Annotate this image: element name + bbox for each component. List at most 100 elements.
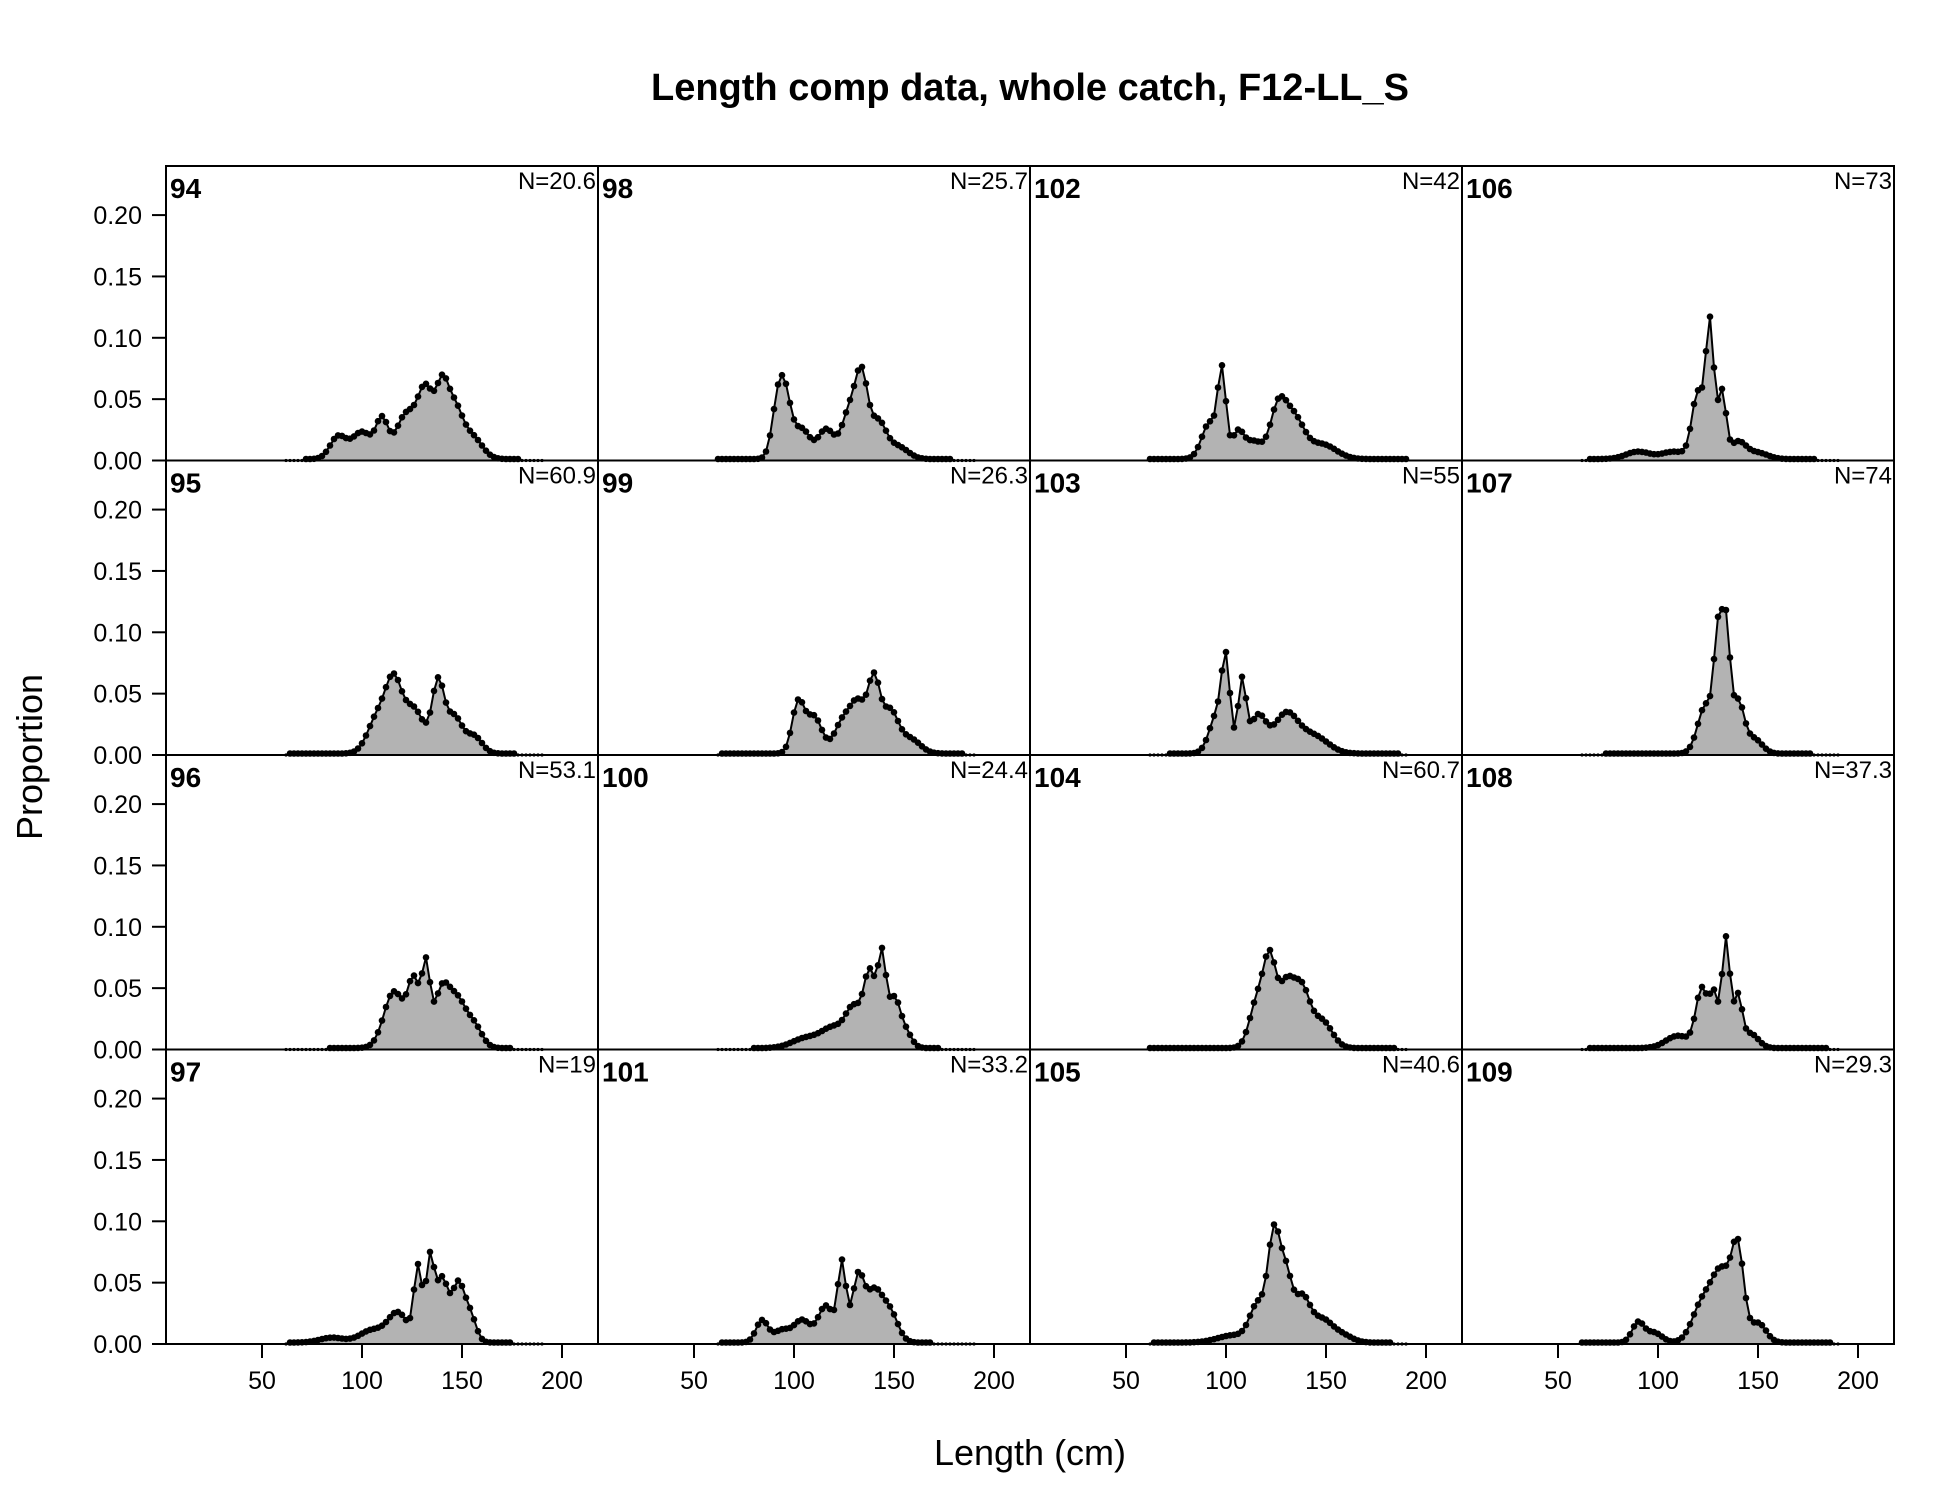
data-point: [1202, 736, 1210, 744]
data-point: [478, 442, 486, 449]
data-point: [1234, 1042, 1242, 1050]
panel-108-n: N=37.3: [1814, 757, 1892, 784]
data-point: [426, 1248, 434, 1256]
y-tick-label: 0.05: [93, 1270, 142, 1298]
panel-101-area: [718, 1259, 974, 1344]
y-tick-label: 0.00: [93, 448, 142, 476]
data-point: [326, 442, 334, 449]
data-point: [818, 726, 826, 734]
panel-107-area: [1582, 609, 1838, 755]
data-point: [426, 978, 434, 986]
data-point: [414, 979, 422, 987]
panel-grid: 94 N=20.6 95 N=60.9 96 N=53.1 97 N=19 98 N=25.7 99…: [165, 165, 1895, 1346]
data-point: [474, 436, 482, 444]
panel-104-points: [1146, 946, 1408, 1052]
data-point: [1250, 999, 1258, 1006]
data-point: [454, 992, 462, 999]
data-point: [1682, 748, 1690, 755]
y-tick-label: 0.20: [93, 202, 142, 230]
data-point: [1206, 418, 1214, 425]
y-tick-label: 0.20: [93, 791, 142, 819]
data-point: [862, 973, 870, 980]
data-point: [1270, 721, 1278, 728]
data-point: [378, 412, 386, 420]
panel-106-area: [1582, 316, 1838, 461]
data-point: [354, 745, 362, 752]
data-point: [1694, 1301, 1702, 1308]
data-point: [422, 380, 430, 388]
data-point: [422, 954, 430, 961]
panel-106-border: [1461, 165, 1895, 462]
data-point: [1694, 720, 1702, 728]
data-point: [1742, 1294, 1750, 1302]
panel-108-label: 108: [1466, 762, 1513, 793]
data-point: [1266, 421, 1274, 428]
data-point: [1210, 412, 1218, 419]
data-point: [414, 1260, 422, 1268]
x-tick-label: 200: [1837, 1367, 1879, 1395]
y-tick-label: 0.20: [93, 1086, 142, 1114]
data-point: [382, 1318, 390, 1326]
data-point: [442, 375, 450, 382]
data-point: [390, 429, 398, 436]
panel-101-label: 101: [602, 1057, 649, 1088]
data-point: [1254, 1297, 1262, 1304]
data-point: [810, 711, 818, 719]
data-point: [442, 699, 450, 706]
data-point: [846, 396, 854, 404]
data-point: [1242, 694, 1250, 702]
data-point: [850, 382, 858, 390]
data-point: [1326, 1025, 1334, 1032]
data-point: [890, 1311, 898, 1318]
panel-103: 103 N=55: [1029, 459, 1463, 757]
data-point: [902, 1023, 910, 1030]
data-point: [378, 695, 386, 702]
data-point: [1694, 994, 1702, 1002]
y-tick-label: 0.15: [93, 1147, 142, 1175]
data-point: [1294, 717, 1302, 725]
panel-108: 108 N=37.3: [1461, 754, 1895, 1052]
data-point: [1722, 933, 1730, 940]
data-point: [866, 401, 874, 409]
data-point: [786, 399, 794, 407]
x-tick-label: 50: [248, 1367, 276, 1395]
data-point: [1718, 970, 1726, 978]
data-point: [394, 422, 402, 430]
data-point: [858, 990, 866, 998]
panel-100-label: 100: [602, 762, 649, 793]
data-point: [366, 722, 374, 730]
data-point: [786, 729, 794, 737]
data-point: [882, 971, 890, 979]
data-point: [862, 380, 870, 387]
data-point: [886, 1303, 894, 1310]
x-tick-label: 100: [1205, 1367, 1247, 1395]
panel-97-border: [165, 1048, 599, 1345]
panel-105: 105 N=40.6: [1029, 1048, 1463, 1346]
data-point: [434, 990, 442, 997]
data-point: [1238, 673, 1246, 681]
data-point: [1722, 1262, 1730, 1269]
data-point: [1290, 712, 1298, 720]
data-point: [878, 695, 886, 703]
data-point: [1218, 667, 1226, 674]
data-point: [410, 703, 418, 710]
y-tick-label: 0.00: [93, 742, 142, 770]
panel-100-area: [718, 947, 974, 1050]
data-point: [406, 1314, 414, 1322]
data-point: [474, 1023, 482, 1030]
data-point: [1678, 1334, 1686, 1341]
panel-104-label: 104: [1034, 762, 1081, 793]
x-axis-title: Length (cm): [934, 1432, 1126, 1473]
data-point: [1286, 1272, 1294, 1280]
panel-99-n: N=26.3: [950, 463, 1028, 490]
data-point: [790, 709, 798, 716]
data-point: [874, 1286, 882, 1293]
data-point: [358, 740, 366, 747]
data-point: [1266, 1241, 1274, 1248]
y-tick-label: 0.05: [93, 386, 142, 414]
data-point: [1734, 1235, 1742, 1243]
panel-94: 94 N=20.6: [165, 165, 599, 463]
chart-title: Length comp data, whole catch, F12-LL_S: [651, 67, 1409, 109]
data-point: [866, 965, 874, 972]
data-point: [426, 709, 434, 716]
